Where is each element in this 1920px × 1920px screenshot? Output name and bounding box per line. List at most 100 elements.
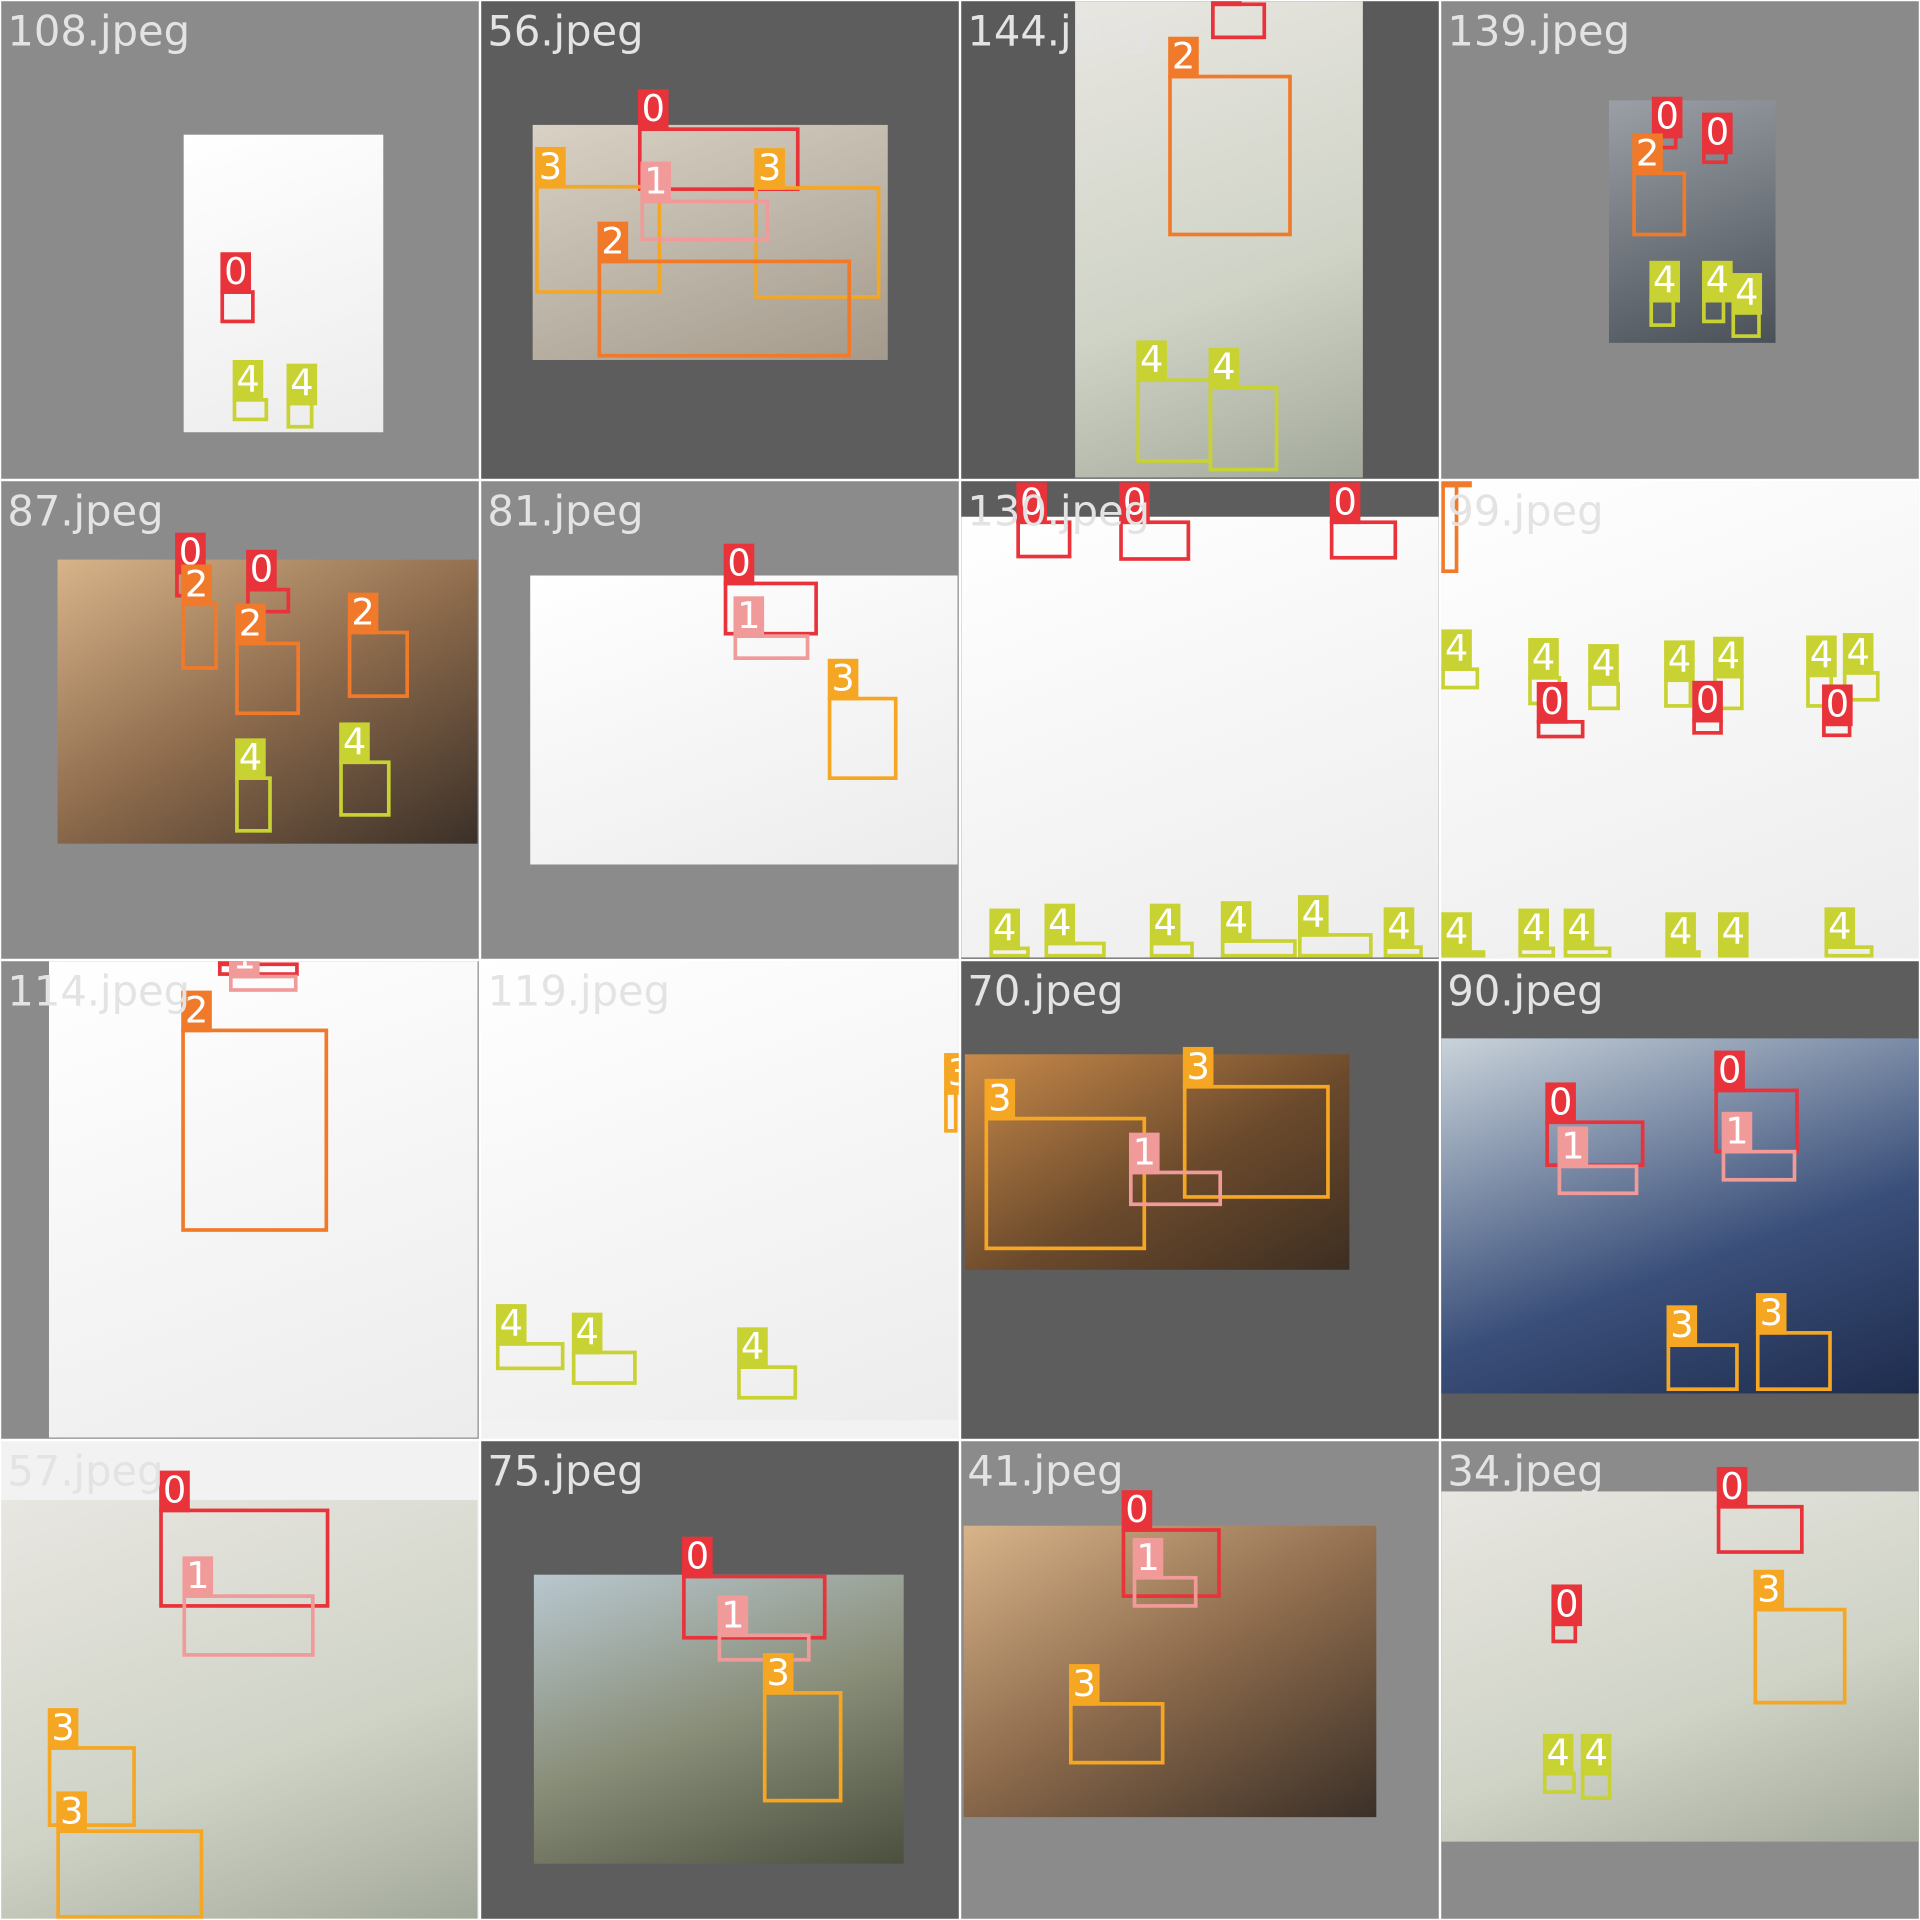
class-label: 0 <box>159 1470 190 1513</box>
bounding-box-class-4: 4 <box>1702 260 1733 324</box>
tile-photo <box>1 1500 478 1919</box>
class-label: 4 <box>1664 640 1695 683</box>
class-label: 4 <box>571 1312 603 1355</box>
class-label: 2 <box>597 221 629 264</box>
class-label: 4 <box>1297 894 1329 937</box>
tile-filename: 57.jpeg <box>7 1447 164 1497</box>
bounding-box-class-4: 4 <box>1665 912 1701 958</box>
bounding-box-class-4: 4 <box>1649 260 1681 327</box>
tile-filename: 130.jpeg <box>967 487 1151 537</box>
class-label: 0 <box>637 89 669 132</box>
bounding-box-class-4: 4 <box>1580 1733 1612 1800</box>
tile-filename: 90.jpeg <box>1447 967 1604 1017</box>
bounding-box-class-0: 0 <box>1016 482 1072 559</box>
class-label: 4 <box>1824 907 1856 949</box>
image-tile: 0 0 3 4 4 34.jpeg <box>1441 1441 1919 1919</box>
tile-photo <box>183 134 384 433</box>
bounding-box-class-4: 4 <box>989 908 1030 958</box>
bounding-box-class-0: 0 <box>220 252 255 324</box>
bounding-box-class-0: 0 <box>1329 482 1398 560</box>
tile-photo <box>532 124 888 361</box>
class-label: 0 <box>246 549 277 592</box>
bounding-box-class-0: 0 <box>1822 684 1853 738</box>
image-tile: 012114.jpeg <box>1 961 479 1439</box>
tile-photo <box>1441 1491 1919 1842</box>
bounding-box-class-2: 2 <box>235 603 300 716</box>
bounding-box-class-4: 4 <box>1136 340 1213 463</box>
class-label: 0 <box>1545 1082 1577 1125</box>
bounding-box-class-3: 3 <box>1182 1046 1330 1199</box>
bounding-box-class-4: 4 <box>495 1303 565 1371</box>
bounding-box-class-0: 0 <box>1536 681 1585 739</box>
class-label: 0 <box>220 252 252 294</box>
image-tile: 0 0 2 4 4 4 139.jpeg <box>1441 1 1919 479</box>
image-tile: 0 0 2 2 2 4 4 87.jpeg <box>1 481 479 959</box>
class-label: 1 <box>717 1595 749 1638</box>
bounding-box-class-3: 3 <box>56 1791 204 1919</box>
class-label: 2 <box>1441 481 1472 488</box>
class-label: 4 <box>1208 347 1240 390</box>
class-label: 4 <box>1580 1733 1612 1776</box>
bounding-box-class-1: 1 <box>640 161 769 242</box>
tile-photo <box>961 516 1439 958</box>
class-label: 4 <box>1044 903 1076 946</box>
bounding-box-class-4: 4 <box>1731 272 1763 338</box>
class-label: 0 <box>723 543 755 586</box>
class-label: 4 <box>1702 260 1733 303</box>
bounding-box-class-2: 2 <box>181 990 329 1232</box>
bounding-box-class-1: 1 <box>228 961 298 992</box>
bounding-box-class-4: 4 <box>1208 347 1279 472</box>
bounding-box-class-3: 3 <box>762 1652 843 1803</box>
bounding-box-class-0: 0 <box>1716 1466 1804 1554</box>
bounding-box-class-4: 4 <box>339 722 391 817</box>
class-label: 1 <box>182 1556 214 1598</box>
image-tile: 0 2 44 144.jpeg <box>961 1 1439 479</box>
bounding-box-class-4: 4 <box>1717 912 1749 958</box>
image-tile: 0 1 3 81.jpeg <box>481 481 959 959</box>
bounding-box-class-1: 1 <box>1721 1111 1797 1182</box>
bounding-box-class-4: 4 <box>1441 629 1480 690</box>
bounding-box-class-2: 2 <box>1168 36 1292 237</box>
bounding-box-class-2: 2 <box>181 564 218 670</box>
class-label: 4 <box>1383 907 1415 949</box>
class-label: 4 <box>1842 632 1874 675</box>
tile-filename: 144.jpeg <box>967 7 1151 57</box>
class-label: 4 <box>1665 912 1697 954</box>
tile-photo <box>963 1525 1377 1818</box>
tile-filename: 114.jpeg <box>7 967 191 1017</box>
class-label: 1 <box>1721 1111 1753 1154</box>
class-label: 4 <box>1731 272 1763 315</box>
image-tile: 3 3 1 70.jpeg <box>961 961 1439 1439</box>
bounding-box-class-0: 0 <box>1692 680 1723 735</box>
class-label: 4 <box>235 738 266 780</box>
class-label: 3 <box>56 1791 88 1834</box>
bounding-box-class-4: 4 <box>1044 903 1106 958</box>
image-tile: 0 3 3 1 2 56.jpeg <box>481 1 959 479</box>
bounding-box-class-3: 3 <box>754 148 881 299</box>
class-label: 3 <box>944 1052 959 1095</box>
bounding-box-class-3: 3 <box>944 1052 959 1133</box>
bounding-box-class-3: 3 <box>1753 1569 1847 1705</box>
class-label: 4 <box>495 1303 527 1346</box>
class-label: 4 <box>1563 908 1595 951</box>
class-label: 0 <box>682 1536 713 1579</box>
class-label: 4 <box>339 722 370 765</box>
tile-filename: 81.jpeg <box>487 487 644 537</box>
tile-filename: 87.jpeg <box>7 487 164 537</box>
class-label: 3 <box>827 658 859 701</box>
class-label: 3 <box>984 1078 1016 1121</box>
tile-photo <box>57 559 478 844</box>
bounding-box-class-4: 4 <box>1297 894 1373 958</box>
class-label: 4 <box>737 1327 768 1369</box>
class-label: 0 <box>1016 482 1048 525</box>
tile-filename: 41.jpeg <box>967 1447 1124 1497</box>
class-label: 4 <box>1806 635 1837 678</box>
class-label: 4 <box>1717 912 1749 954</box>
class-label: 4 <box>989 908 1021 951</box>
image-tile: 0 1 3 3 57.jpeg <box>1 1441 479 1919</box>
bounding-box-class-0: 0 <box>1651 96 1683 150</box>
class-label: 3 <box>1068 1663 1100 1706</box>
bounding-box-class-1: 1 <box>733 596 810 660</box>
class-label: 1 <box>228 961 260 979</box>
class-label: 0 <box>1714 1050 1746 1093</box>
